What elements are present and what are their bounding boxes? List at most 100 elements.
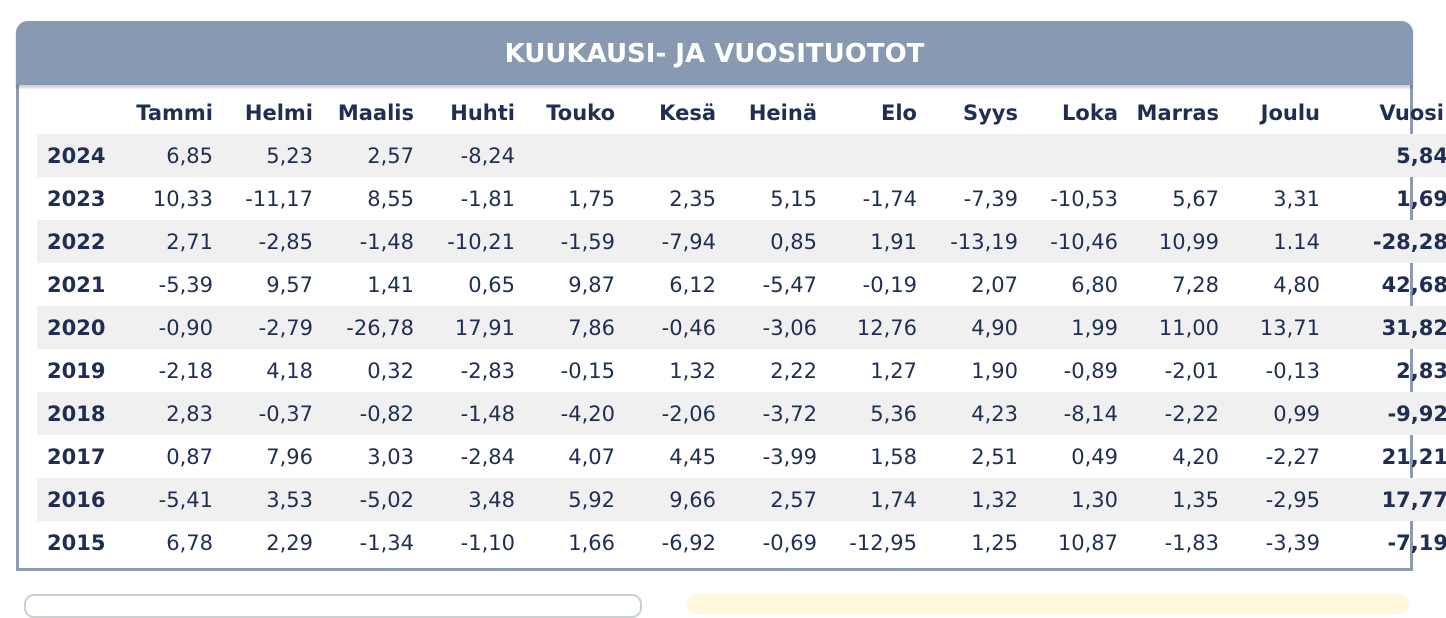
month-return-cell: -26,78 [317,306,418,349]
panel-header: KUUKAUSI- JA VUOSITUOTOT [16,21,1413,85]
month-return-cell: 10,99 [1122,220,1223,263]
month-return-cell: 8,55 [367,186,414,211]
month-return-cell: 12,76 [821,306,921,349]
column-header-maalis: Maalis [337,100,414,125]
month-return-cell: -1,10 [460,530,515,555]
panel-title: KUUKAUSI- JA VUOSITUOTOT [504,39,925,69]
month-return-cell: -2,18 [158,358,213,383]
row-year: 2016 [37,478,127,521]
month-return-cell: 6,78 [166,530,213,555]
month-return-cell: -8,24 [418,134,519,177]
month-return-cell: 0,99 [1223,392,1324,435]
month-return-cell: 2,29 [266,530,313,555]
month-return-cell: 1,25 [971,530,1018,555]
month-return-cell: -0,19 [862,272,917,297]
returns-panel: KUUKAUSI- JA VUOSITUOTOT Tammi Helmi Maa… [16,21,1446,571]
month-return-cell: 7,96 [266,444,313,469]
month-return-cell: -2,95 [1223,478,1324,521]
month-return-cell [519,134,619,177]
table-row: 2023 10,33 -11,17 8,55 -1,81 1,75 2,35 5,15 -1,7… [37,177,1446,220]
month-return-cell: 1,41 [367,272,414,297]
month-return-cell: 1,32 [921,478,1022,521]
month-return-cell: -0,90 [127,306,217,349]
month-return-cell: 4,07 [568,444,615,469]
month-return-cell: 4,90 [921,306,1022,349]
yearly-return-cell: -28,28 [1324,220,1446,263]
column-header-joulu: Joulu [1260,100,1320,125]
month-return-cell: 2,83 [127,392,217,435]
yearly-return-cell: 1,69 [1396,186,1446,211]
month-return-cell: -0,15 [560,358,615,383]
month-return-cell: 17,91 [418,306,519,349]
month-return-cell: -4,20 [519,392,619,435]
yearly-return-cell: 21,21 [1381,444,1446,469]
month-return-cell: 1,99 [1022,306,1122,349]
column-header-helmi: Helmi [244,100,313,125]
row-year: 2024 [37,134,127,177]
yearly-return-cell: 42,68 [1381,272,1446,297]
month-return-cell: 9,66 [619,478,720,521]
table-row: 2021 -5,39 9,57 1,41 0,65 9,87 6,12 -5,47 -0,19 2… [37,263,1446,306]
month-return-cell: -0,37 [217,392,317,435]
month-return-cell: 11,00 [1122,306,1223,349]
row-year: 2017 [47,444,106,469]
month-return-cell: -1,48 [418,392,519,435]
month-return-cell: -2,06 [619,392,720,435]
table-row: 2024 6,85 5,23 2,57 -8,24 5,84 [37,134,1446,177]
month-return-cell: 4,23 [921,392,1022,435]
month-return-cell: 2,22 [770,358,817,383]
month-return-cell: -1,74 [862,186,917,211]
month-return-cell: 1,91 [821,220,921,263]
month-return-cell: 6,12 [669,272,716,297]
month-return-cell: 1,75 [568,186,615,211]
month-return-cell: 3,53 [217,478,317,521]
month-return-cell: 0,87 [166,444,213,469]
month-return-cell: 7,28 [1172,272,1219,297]
month-return-cell: -1,83 [1164,530,1219,555]
table-header-row: Tammi Helmi Maalis Huhti Touko Kesä Hein… [37,91,1446,134]
month-return-cell: 1,27 [870,358,917,383]
month-return-cell [619,134,720,177]
month-return-cell: 9,57 [266,272,313,297]
month-return-cell: 5,15 [770,186,817,211]
returns-table: Tammi Helmi Maalis Huhti Touko Kesä Hein… [37,91,1446,564]
month-return-cell [720,134,821,177]
table-row: 2016 -5,41 3,53 -5,02 3,48 5,92 9,66 2,57 1,74 1,… [37,478,1446,521]
month-return-cell: -2,22 [1122,392,1223,435]
month-return-cell: 4,20 [1172,444,1219,469]
month-return-cell: -0,89 [1063,358,1118,383]
row-year: 2015 [47,530,106,555]
table-row: 2017 0,87 7,96 3,03 -2,84 4,07 4,45 -3,99 1,58 2,… [37,435,1446,478]
month-return-cell: 1,90 [971,358,1018,383]
month-return-cell: 0,85 [720,220,821,263]
month-return-cell: -6,92 [661,530,716,555]
month-return-cell: 2,71 [127,220,217,263]
month-return-cell: 0,49 [1071,444,1118,469]
row-year: 2018 [37,392,127,435]
month-return-cell: 10,87 [1057,530,1118,555]
row-year: 2020 [37,306,127,349]
month-return-cell: 5,92 [519,478,619,521]
month-return-cell: 2,51 [971,444,1018,469]
month-return-cell: 4,45 [669,444,716,469]
row-year: 2019 [47,358,106,383]
month-return-cell: -10,53 [1050,186,1118,211]
month-return-cell: 1,30 [1022,478,1122,521]
yearly-return-cell: 17,77 [1324,478,1446,521]
month-return-cell: 3,48 [418,478,519,521]
month-return-cell: -0,69 [762,530,817,555]
month-return-cell: 0,32 [367,358,414,383]
month-return-cell: 1,74 [821,478,921,521]
month-return-cell: 4,80 [1273,272,1320,297]
yearly-return-cell: -9,92 [1324,392,1446,435]
month-return-cell: -2,84 [460,444,515,469]
month-return-cell: 1,35 [1122,478,1223,521]
column-header-elo: Elo [881,100,917,125]
column-header-syys: Syys [962,100,1018,125]
table-body: 2024 6,85 5,23 2,57 -8,24 5,84 2023 10,33 -11,17… [37,134,1446,564]
month-return-cell [1122,134,1223,177]
month-return-cell [821,134,921,177]
month-return-cell: -7,94 [619,220,720,263]
column-header-year [37,91,127,134]
month-return-cell: -2,01 [1164,358,1219,383]
